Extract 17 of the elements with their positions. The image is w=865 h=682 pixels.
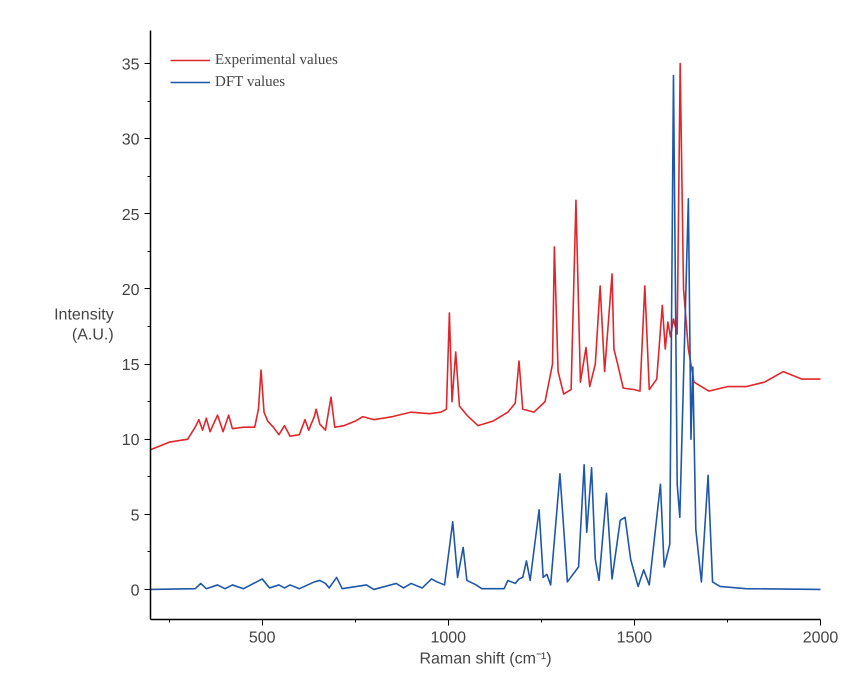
y-tick-label: 10 xyxy=(122,432,140,450)
y-tick-label: 20 xyxy=(122,282,140,299)
x-tick-label: 1000 xyxy=(430,630,466,646)
x-tick-label: 2000 xyxy=(802,630,838,646)
x-axis-title: Raman shift (cm⁻¹) xyxy=(419,650,552,668)
legend-label: Experimental values xyxy=(215,52,338,68)
y-tick-label: 25 xyxy=(122,206,140,224)
legend-label: DFT values xyxy=(215,74,286,90)
x-tick-label: 1500 xyxy=(616,630,652,646)
y-tick-label: 15 xyxy=(122,357,140,374)
y-tick-label: 35 xyxy=(122,56,140,74)
y-tick-label: 30 xyxy=(122,132,140,149)
y-tick-label: 5 xyxy=(130,507,140,524)
line-series xyxy=(150,74,820,590)
y-axis-title: Intensity (A.U.) xyxy=(54,306,114,344)
x-tick-label: 500 xyxy=(248,630,276,646)
y-tick-label: 0 xyxy=(130,582,140,600)
